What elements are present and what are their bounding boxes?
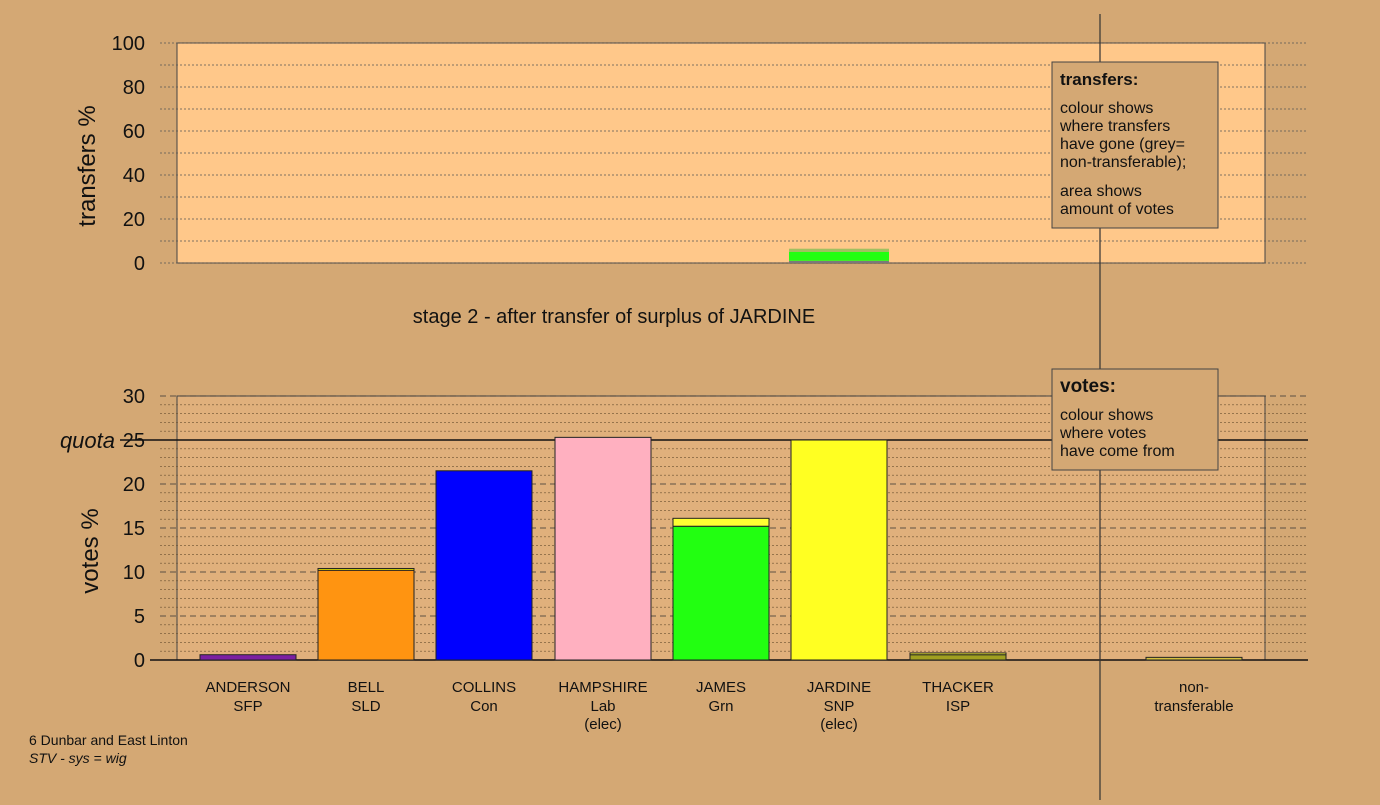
votes-legend-line: have come from — [1060, 443, 1175, 460]
y-tick-label: 80 — [123, 77, 145, 99]
transfers-legend: transfers: colour shows where transfers … — [1051, 61, 1219, 229]
candidate-name: THACKER — [922, 679, 994, 696]
transfers-legend-box — [1051, 61, 1219, 229]
candidate-bar-segment — [435, 470, 533, 661]
y-tick-label: 100 — [112, 33, 145, 55]
candidate-bar-segment — [909, 652, 1007, 656]
transfers-legend-line: where transfers — [1059, 118, 1170, 135]
candidate-bar-segment — [909, 654, 1007, 661]
candidate-party: SLD — [351, 698, 380, 715]
transfer-bar-segment — [789, 260, 889, 263]
candidate-party: Grn — [708, 698, 733, 715]
y-tick-label: 20 — [123, 474, 145, 496]
y-tick-label: 0 — [134, 253, 145, 275]
chart-title: stage 2 - after transfer of surplus of J… — [413, 306, 815, 328]
candidate-note: (elec) — [820, 716, 858, 733]
votes-legend: votes: colour shows where votes have com… — [1051, 368, 1219, 471]
votes-legend-title: votes: — [1060, 376, 1116, 397]
votes-y-axis-label: votes % — [77, 508, 104, 593]
y-tick-label: 20 — [123, 209, 145, 231]
y-tick-label: 5 — [134, 606, 145, 628]
candidate-name: HAMPSHIRE — [558, 679, 647, 696]
nontransferable-label: transferable — [1154, 698, 1233, 715]
transfers-y-axis-label: transfers % — [74, 105, 101, 226]
footer: 6 Dunbar and East Linton STV - sys = wig — [29, 731, 188, 767]
transfers-legend-line: colour shows — [1060, 100, 1153, 117]
candidate-name: COLLINS — [452, 679, 516, 696]
candidate-bar-segment — [554, 436, 652, 661]
candidate-name: ANDERSON — [205, 679, 290, 696]
votes-y-ticks: 0 5 10 15 20 25 30 — [123, 386, 145, 672]
votes-legend-line: colour shows — [1060, 407, 1153, 424]
candidate-party: Con — [470, 698, 498, 715]
votes-legend-box — [1051, 368, 1219, 471]
candidate-labels: ANDERSON SFP BELL SLD COLLINS Con HAMPSHIRE Lab… — [205, 679, 1233, 733]
candidate-party: ISP — [946, 698, 970, 715]
candidate-party: SNP — [824, 698, 855, 715]
candidate-name: BELL — [348, 679, 385, 696]
transfers-legend-line: non-transferable); — [1060, 154, 1186, 171]
candidate-bar-segment — [672, 525, 770, 661]
y-tick-label: 60 — [123, 121, 145, 143]
candidate-bar-segment — [317, 569, 415, 661]
nontransferable-bar — [1145, 656, 1243, 661]
candidate-note: (elec) — [584, 716, 622, 733]
candidate-bar-segment — [790, 439, 888, 661]
y-tick-label: 25 — [123, 430, 145, 452]
quota-label: quota — [60, 428, 115, 453]
transfers-legend-line: amount of votes — [1060, 201, 1174, 218]
votes-bars — [199, 436, 1243, 661]
candidate-bar-segment — [317, 567, 415, 571]
y-tick-label: 30 — [123, 386, 145, 408]
transfer-bar-segment — [789, 252, 889, 261]
system-label: STV - sys = wig — [29, 750, 127, 766]
transfers-legend-title: transfers: — [1060, 70, 1138, 89]
candidate-name: JAMES — [696, 679, 746, 696]
votes-panel: 0 5 10 15 20 25 30 ANDERSON SFP BELL SLD COLLINS Co… — [60, 386, 1308, 733]
candidate-bar-segment — [199, 654, 297, 661]
candidate-bar-segment — [672, 517, 770, 527]
y-tick-label: 40 — [123, 165, 145, 187]
transfers-legend-line: have gone (grey= — [1060, 136, 1185, 153]
transfers-y-ticks: 0 20 40 60 80 100 — [112, 33, 145, 275]
nontransferable-label: non- — [1179, 679, 1209, 696]
votes-legend-line: where votes — [1059, 425, 1146, 442]
y-tick-label: 15 — [123, 518, 145, 540]
transfer-bar-segment — [789, 248, 889, 252]
candidate-party: Lab — [590, 698, 615, 715]
y-tick-label: 0 — [134, 650, 145, 672]
transfers-bars — [789, 248, 889, 263]
candidate-party: SFP — [233, 698, 262, 715]
ward-name: 6 Dunbar and East Linton — [29, 732, 188, 748]
transfers-legend-line: area shows — [1060, 183, 1142, 200]
candidate-name: JARDINE — [807, 679, 871, 696]
y-tick-label: 10 — [123, 562, 145, 584]
